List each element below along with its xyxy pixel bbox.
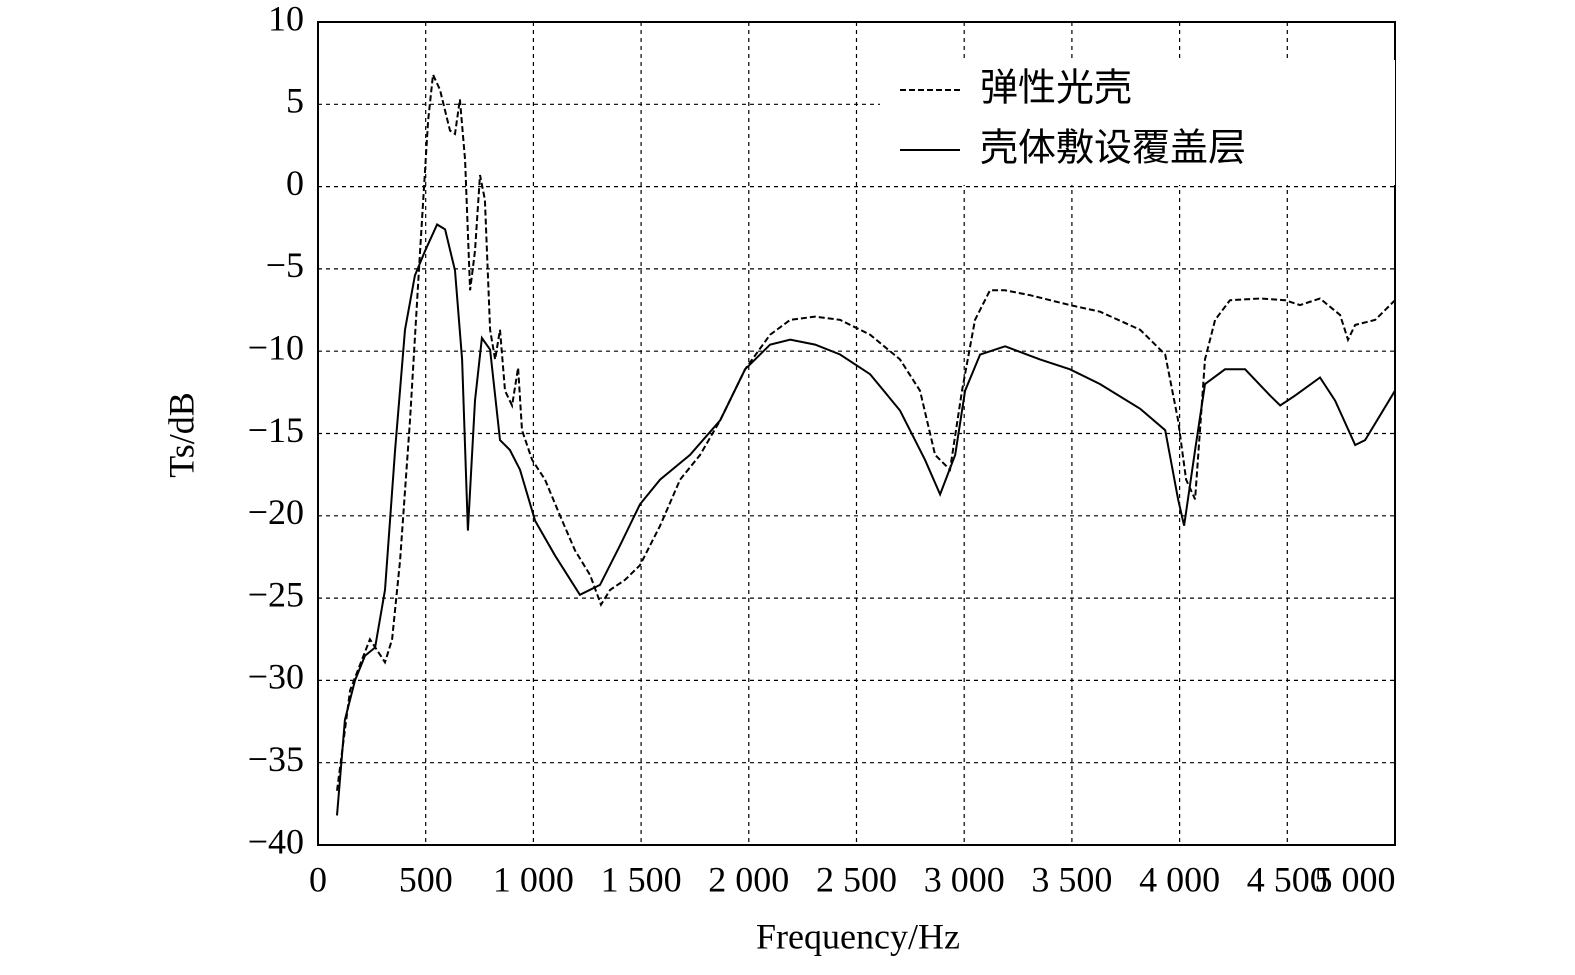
x-tick-label: 500 [399,859,453,899]
plot-frame [317,21,1396,846]
y-tick-label: −20 [248,492,304,532]
legend-label: 弹性光壳 [980,66,1132,110]
y-tick-label: −25 [248,574,304,614]
x-axis-label: Frequency/Hz [756,916,960,956]
x-tick-label: 1 000 [493,859,574,899]
x-tick-label: 4 000 [1139,859,1220,899]
y-tick-label: 10 [268,0,304,38]
y-tick-label: −15 [248,410,304,450]
y-tick-label: −35 [248,739,304,779]
x-tick-label: 1 500 [601,859,682,899]
y-tick-label: −40 [248,821,304,861]
legend-label: 壳体敷设覆盖层 [980,126,1246,170]
y-tick-label: −10 [248,327,304,367]
x-tick-label: 3 000 [924,859,1005,899]
y-tick-label: 5 [286,81,304,121]
x-tick-label: 3 500 [1031,859,1112,899]
series-line [336,223,1396,816]
x-tick-label: 4 500 [1247,859,1328,899]
x-tick-label: 2 500 [816,859,897,899]
x-tick-label: 5 000 [1315,859,1396,899]
y-tick-label: −5 [266,245,304,285]
x-tick-label: 0 [309,859,327,899]
y-tick-label: 0 [286,163,304,203]
x-tick-label: 2 000 [708,859,789,899]
y-axis-label: Ts/dB [161,392,201,478]
series-line [336,71,1396,791]
legend-box [880,60,1395,185]
y-tick-label: −30 [248,657,304,697]
